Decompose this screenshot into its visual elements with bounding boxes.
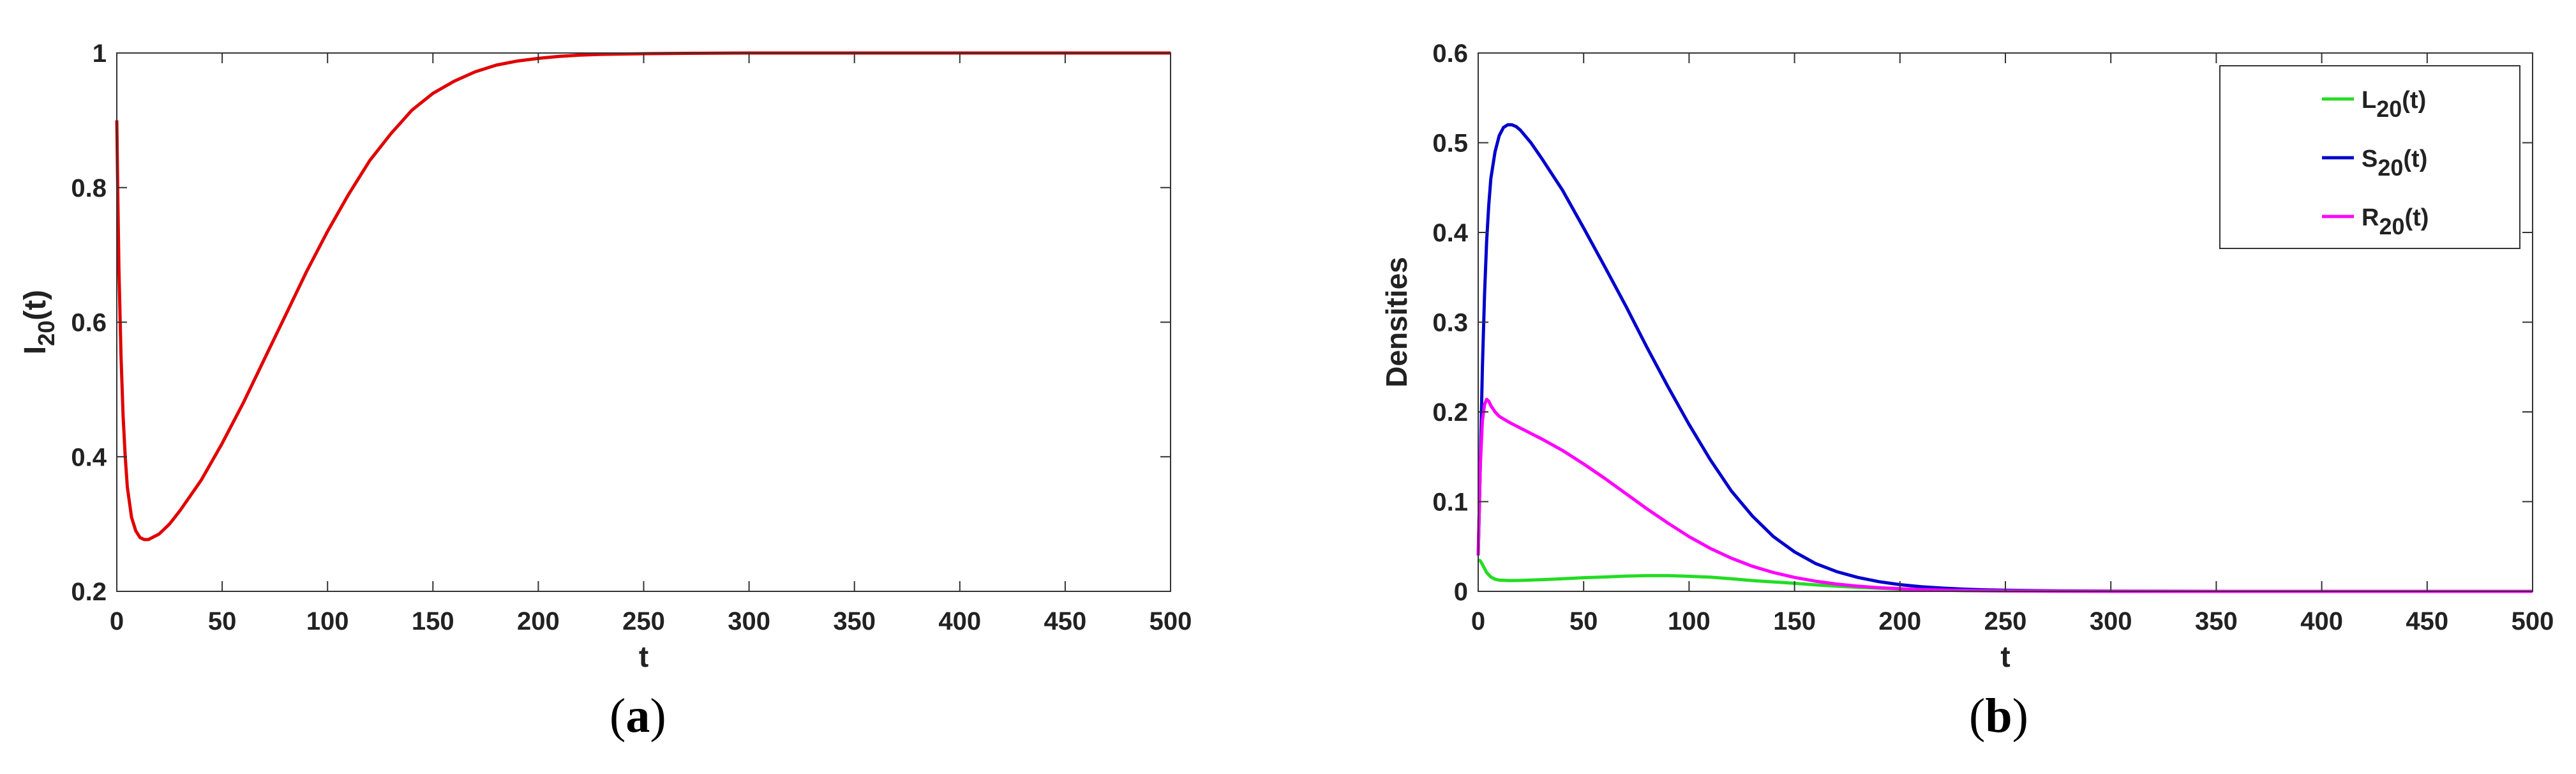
panel-label-a-letter: a xyxy=(625,689,650,743)
chart-b-xtick-label-10: 500 xyxy=(2512,607,2554,635)
chart-b: 0 50 100 150 200 250 300 350 400 450 500 0 0.1 0.2 0.3… xyxy=(1380,40,2554,673)
chart-b-legend-box xyxy=(2219,65,2520,249)
chart-a-y-axis-label: I20(t) xyxy=(19,290,59,354)
chart-a-ytick-label-4: 1 xyxy=(93,40,107,68)
chart-a-series-line-0 xyxy=(115,51,1171,542)
chart-b-legend-label-0: L20(t) xyxy=(2362,87,2426,122)
chart-a-xtick-label-6: 300 xyxy=(728,607,770,635)
chart-a-xtick-label-2: 100 xyxy=(306,607,349,635)
panel-label-b: (b) xyxy=(1969,689,2028,743)
chart-b-x-axis-label: t xyxy=(2000,640,2010,673)
chart-a-axes-frame xyxy=(116,52,1171,592)
chart-a-xtick-label-0: 0 xyxy=(110,607,124,635)
chart-a-ytick-label-3: 0.8 xyxy=(71,174,107,202)
chart-b-legend-label-2: R20(t) xyxy=(2362,204,2429,239)
chart-a-xtick-label-9: 450 xyxy=(1044,607,1087,635)
chart-b-xtick-label-9: 450 xyxy=(2406,607,2448,635)
chart-b-xtick-label-7: 350 xyxy=(2195,607,2238,635)
chart-b-xtick-label-3: 150 xyxy=(1773,607,1816,635)
chart-b-xtick-label-2: 100 xyxy=(1668,607,1711,635)
chart-a-xtick-label-3: 150 xyxy=(412,607,454,635)
chart-b-ytick-label-4: 0.4 xyxy=(1432,219,1468,247)
panel-label-b-letter: b xyxy=(1985,689,2012,743)
chart-a-xtick-label-7: 350 xyxy=(833,607,876,635)
panel-label-a: (a) xyxy=(610,689,666,743)
chart-b-y-axis-label: Densities xyxy=(1380,257,1413,388)
chart-b-xtick-label-8: 400 xyxy=(2300,607,2343,635)
chart-b-ytick-label-1: 0.1 xyxy=(1432,489,1468,517)
chart-b-xtick-label-0: 0 xyxy=(1471,607,1485,635)
chart-a-xtick-label-8: 400 xyxy=(938,607,981,635)
chart-a: 0 50 100 150 200 250 300 350 400 450 500 0.2 0.4 0.6 0… xyxy=(19,40,1192,673)
chart-b-legend-label-1: S20(t) xyxy=(2362,146,2427,181)
chart-b-series-line-2 xyxy=(1476,397,2533,593)
chart-b-xtick-label-5: 250 xyxy=(1984,607,2027,635)
chart-b-ytick-label-6: 0.6 xyxy=(1432,40,1468,68)
chart-a-ytick-label-0: 0.2 xyxy=(71,578,107,606)
chart-a-x-axis-label: t xyxy=(639,640,648,673)
chart-b-xtick-label-1: 50 xyxy=(1569,607,1598,635)
chart-b-ytick-label-0: 0 xyxy=(1454,578,1468,606)
chart-b-ytick-label-5: 0.5 xyxy=(1432,130,1468,158)
chart-a-xtick-label-5: 250 xyxy=(622,607,665,635)
chart-a-ytick-label-2: 0.6 xyxy=(71,309,107,337)
chart-b-ytick-label-3: 0.3 xyxy=(1432,309,1468,337)
chart-a-xtick-label-4: 200 xyxy=(517,607,560,635)
chart-b-xtick-label-4: 200 xyxy=(1878,607,1921,635)
chart-a-xtick-label-1: 50 xyxy=(208,607,237,635)
chart-b-ytick-label-2: 0.2 xyxy=(1432,398,1468,427)
chart-a-ytick-label-1: 0.4 xyxy=(71,443,107,471)
chart-a-xtick-label-10: 500 xyxy=(1149,607,1192,635)
chart-b-xtick-label-6: 300 xyxy=(2090,607,2132,635)
